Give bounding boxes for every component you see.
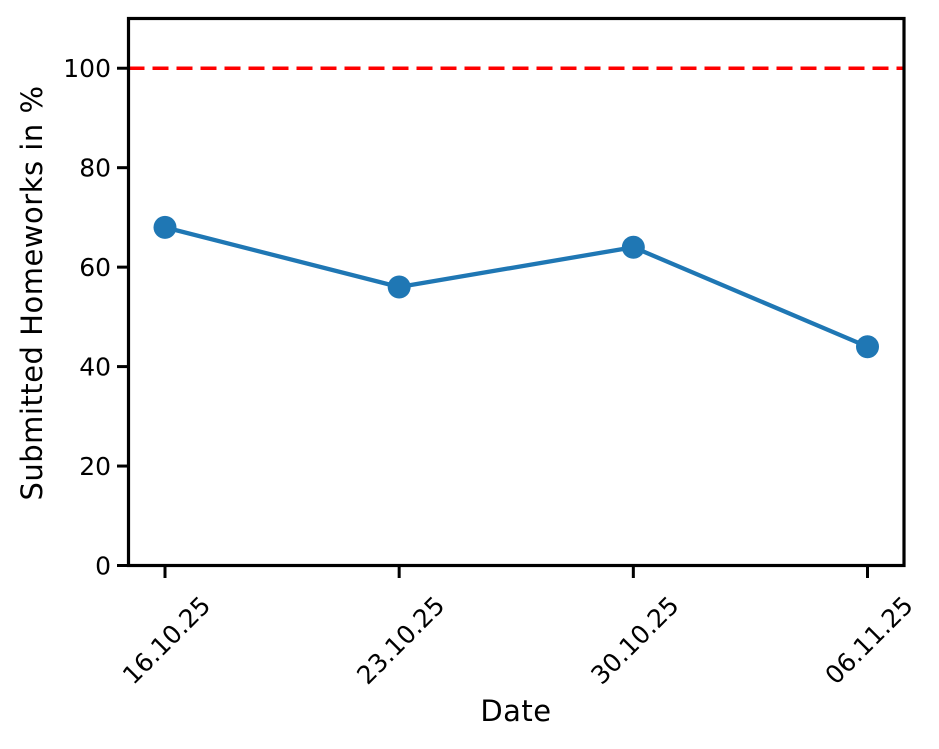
y-tick-label: 100 [63,54,111,83]
data-point [153,215,177,239]
x-tick-label: 30.10.25 [585,591,684,690]
x-axis-label: Date [480,694,552,728]
y-tick-label: 40 [79,353,111,382]
x-tick-label: 16.10.25 [117,591,216,690]
y-tick-label: 80 [79,154,111,183]
x-tick-label: 06.11.25 [820,591,919,690]
y-axis-label: Submitted Homeworks in % [15,85,49,501]
y-tick-label: 20 [79,452,111,481]
data-line [164,225,869,349]
y-tick-label: 0 [95,552,111,581]
data-point [387,275,411,299]
plot-border [126,16,906,568]
data-point [856,335,879,359]
data-point [621,235,645,259]
x-tick-label: 23.10.25 [351,591,450,690]
y-tick-label: 60 [79,253,111,282]
